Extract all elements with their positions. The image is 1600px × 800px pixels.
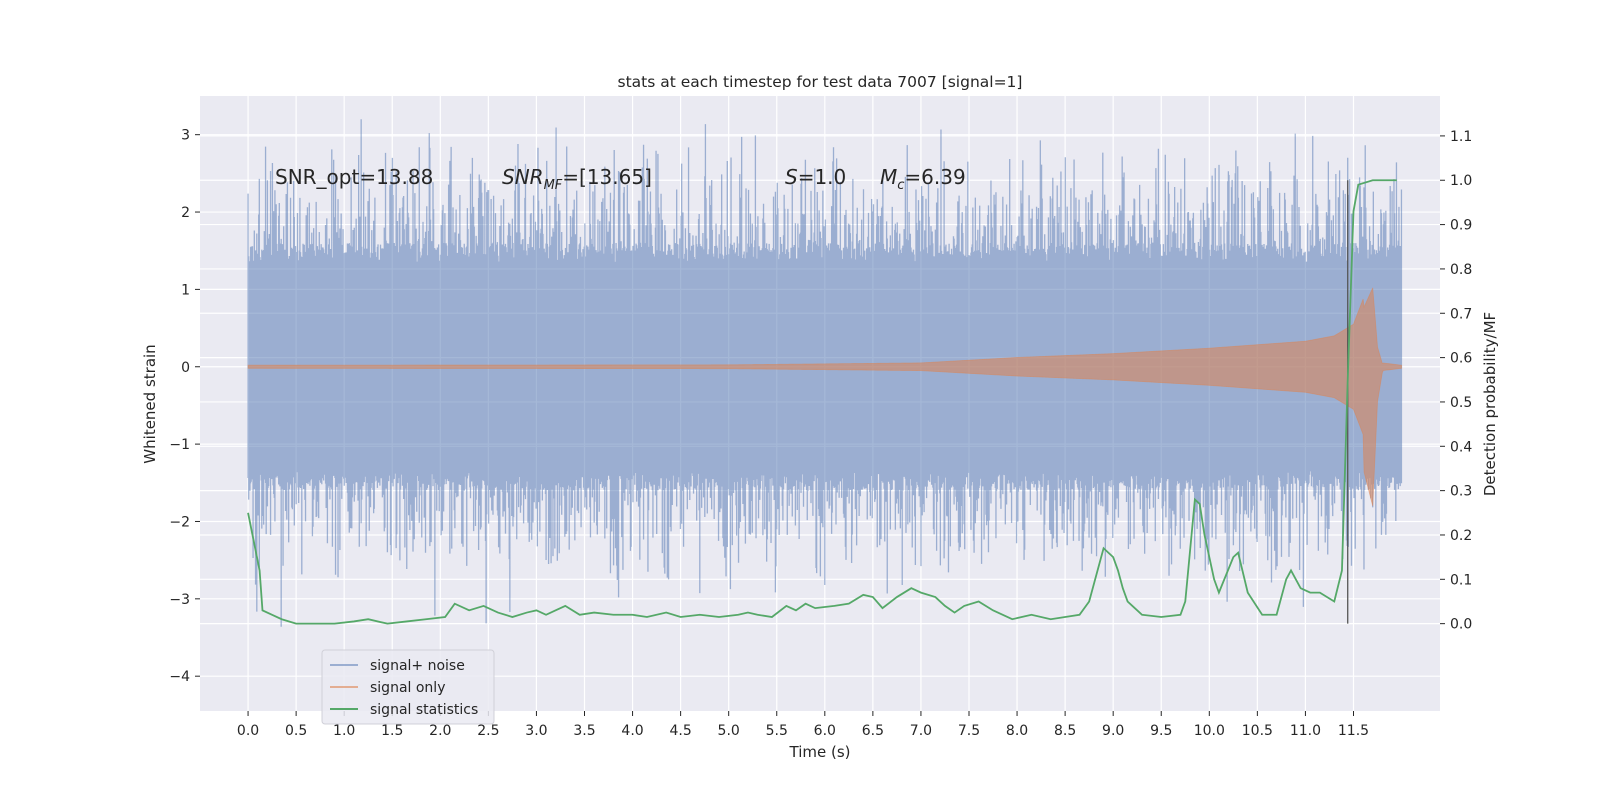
x-axis-label: Time (s) <box>789 743 851 761</box>
y-ticks: 3 2 1 0 −1 −2 −3 −4 <box>169 128 200 685</box>
x-tick-label: 11.0 <box>1290 723 1321 739</box>
annotation-mc-symbol: M <box>880 165 897 189</box>
x-tick-label: 0.5 <box>285 723 307 739</box>
x-tick-label: 5.5 <box>766 723 788 739</box>
y2-tick-label: 1.0 <box>1450 173 1472 189</box>
y2-tick-label: 0.3 <box>1450 484 1472 500</box>
x-tick-label: 6.5 <box>862 723 884 739</box>
x-tick-label: 7.0 <box>910 723 932 739</box>
x-tick-label: 1.0 <box>333 723 355 739</box>
y-tick-label: 2 <box>181 205 190 221</box>
x-tick-label: 8.0 <box>1006 723 1028 739</box>
x-tick-label: 0.0 <box>237 723 259 739</box>
legend: signal+ noise signal only signal statist… <box>321 649 495 725</box>
x-tick-label: 10.5 <box>1242 723 1273 739</box>
x-tick-label: 2.0 <box>429 723 451 739</box>
x-tick-label: 9.5 <box>1150 723 1172 739</box>
annotation-snr-mf-value: =[13.65] <box>562 165 652 189</box>
y2-axis-label: Detection probability/MF <box>1481 312 1499 496</box>
y2-tick-label: 0.1 <box>1450 572 1472 588</box>
y2-tick-label: 0.8 <box>1450 262 1472 278</box>
y2-tick-label: 0.0 <box>1450 617 1472 633</box>
annotation-snr-mf: SNRMF=[13.65] <box>502 165 652 193</box>
y2-tick-label: 0.5 <box>1450 395 1472 411</box>
x-tick-label: 4.0 <box>621 723 643 739</box>
x-tick-label: 4.5 <box>669 723 691 739</box>
series-signal-statistics <box>247 179 1397 625</box>
x-tick-label: 3.0 <box>525 723 547 739</box>
y-tick-label: −3 <box>169 592 190 608</box>
annotation-s-symbol: S <box>785 165 798 189</box>
y-tick-label: 1 <box>181 282 190 298</box>
y-tick-label: −2 <box>169 514 190 530</box>
x-tick-label: 2.5 <box>477 723 499 739</box>
y2-tick-label: 0.9 <box>1450 218 1472 234</box>
y2-tick-label: 0.4 <box>1450 439 1472 455</box>
annotation-mc-value: =6.39 <box>904 165 965 189</box>
y-axis-label: Whitened strain <box>141 344 159 463</box>
x-tick-label: 8.5 <box>1054 723 1076 739</box>
legend-label-stats: signal statistics <box>370 702 478 718</box>
y-tick-label: 3 <box>181 128 190 144</box>
signal-only-trace <box>247 287 1402 507</box>
annotation-mc-subscript: c <box>897 178 904 193</box>
annotation-snr-mf-subscript: MF <box>544 178 563 193</box>
x-tick-label: 1.5 <box>381 723 403 739</box>
annotation-snr-opt: SNR_opt=13.88 <box>275 165 433 189</box>
y2-tick-label: 0.6 <box>1450 351 1472 367</box>
legend-label-noise: signal+ noise <box>370 658 465 674</box>
y-tick-label: −1 <box>169 437 190 453</box>
annotation-s: S=1.0 <box>785 165 846 189</box>
x-tick-label: 7.5 <box>958 723 980 739</box>
legend-box <box>321 649 495 725</box>
y2-tick-label: 0.2 <box>1450 528 1472 544</box>
chart-title: stats at each timestep for test data 700… <box>618 73 1023 91</box>
x-tick-label: 10.0 <box>1194 723 1225 739</box>
y-tick-label: 0 <box>181 360 190 376</box>
y-tick-label: −4 <box>169 669 190 685</box>
series-signal-only <box>247 287 1402 507</box>
y2-tick-label: 1.1 <box>1450 129 1472 145</box>
annotation-snr-mf-symbol: SNR <box>502 165 544 189</box>
x-tick-label: 5.0 <box>718 723 740 739</box>
x-tick-label: 9.0 <box>1102 723 1124 739</box>
x-tick-label: 11.5 <box>1338 723 1369 739</box>
annotation-mc: Mc=6.39 <box>880 165 966 193</box>
legend-label-signal: signal only <box>370 680 445 696</box>
x-tick-label: 6.0 <box>814 723 836 739</box>
annotation-s-value: =1.0 <box>798 165 847 189</box>
y2-ticks: 1.1 1.0 0.9 0.8 0.7 0.6 0.5 0.4 0.3 0.2 0.1 0.0 <box>1440 129 1472 633</box>
y2-tick-label: 0.7 <box>1450 306 1472 322</box>
x-tick-label: 3.5 <box>573 723 595 739</box>
x-ticks: 0.0 0.5 1.0 1.5 2.0 2.5 3.0 3.5 4.0 4.5 5.0 5.5 6.0 6… <box>237 711 1369 739</box>
